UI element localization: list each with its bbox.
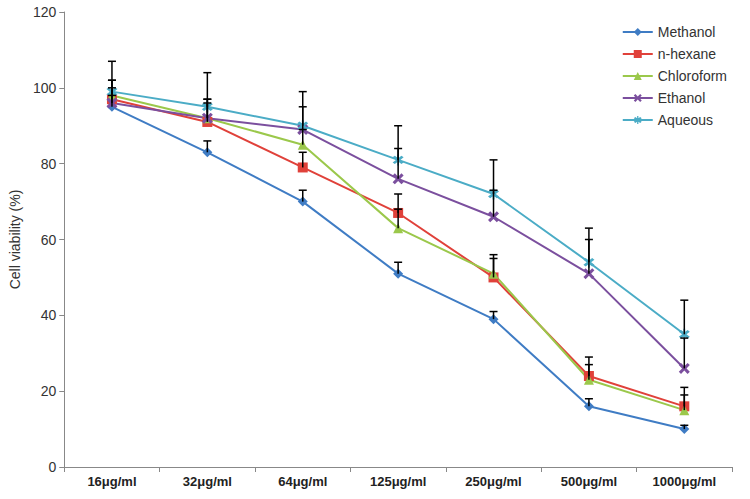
svg-text:Aqueous: Aqueous bbox=[658, 112, 713, 128]
svg-text:20: 20 bbox=[41, 383, 57, 399]
svg-text:500μg/ml: 500μg/ml bbox=[561, 474, 617, 489]
svg-text:n-hexane: n-hexane bbox=[658, 46, 717, 62]
svg-text:100: 100 bbox=[33, 80, 57, 96]
svg-text:0: 0 bbox=[48, 459, 56, 475]
svg-text:Cell viability (%): Cell viability (%) bbox=[7, 190, 23, 290]
svg-text:Methanol: Methanol bbox=[658, 24, 716, 40]
svg-text:40: 40 bbox=[41, 307, 57, 323]
svg-text:Ethanol: Ethanol bbox=[658, 90, 705, 106]
svg-text:120: 120 bbox=[33, 4, 57, 20]
svg-text:250μg/ml: 250μg/ml bbox=[465, 474, 521, 489]
svg-text:64μg/ml: 64μg/ml bbox=[278, 474, 327, 489]
svg-text:60: 60 bbox=[41, 232, 57, 248]
svg-text:32μg/ml: 32μg/ml bbox=[183, 474, 232, 489]
svg-text:125μg/ml: 125μg/ml bbox=[370, 474, 426, 489]
svg-text:Chloroform: Chloroform bbox=[658, 68, 727, 84]
svg-text:16μg/ml: 16μg/ml bbox=[87, 474, 136, 489]
svg-text:1000μg/ml: 1000μg/ml bbox=[652, 474, 716, 489]
svg-text:80: 80 bbox=[41, 156, 57, 172]
